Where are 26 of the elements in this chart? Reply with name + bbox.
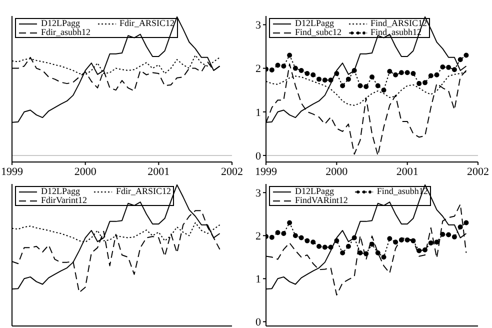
x-tick-label: 2000 <box>74 166 97 178</box>
legend-label: Fdir_ARSIC12 <box>120 18 175 28</box>
x-tick-label: 1999 <box>255 166 278 178</box>
x-tick-label: 2002 <box>221 166 243 178</box>
x-tick-label: 2001 <box>396 166 418 178</box>
y-tick-label: 1 <box>256 106 261 119</box>
y-tick-label: 2 <box>256 63 261 76</box>
y-tick-label: 2 <box>256 230 261 243</box>
legend-label: Fdir_asubh12 <box>41 27 90 37</box>
y-tick-label: 3 <box>256 20 262 32</box>
x-tick-label: 1999 <box>1 166 24 178</box>
x-tick-label: 2000 <box>326 166 348 178</box>
legend-label: D12LPagg <box>295 186 334 196</box>
x-tick-label: 2001 <box>148 166 170 178</box>
y-tick-label: 0 <box>256 316 262 328</box>
legend-label: Fdir_ARSIC12 <box>116 186 172 196</box>
legend-label: FdirVarint12 <box>41 195 87 205</box>
y-tick-label: 3 <box>256 188 262 200</box>
legend-label: Find_subc12 <box>295 27 342 37</box>
legend-label: D12LPagg <box>295 18 334 28</box>
legend-label: D12LPagg <box>41 186 80 196</box>
y-tick-label: 0 <box>256 150 262 162</box>
legend-label: FindVARint12 <box>295 195 348 205</box>
x-tick-label: 2002 <box>467 166 489 178</box>
y-tick-label: 1 <box>256 274 261 286</box>
legend-label: D12LPagg <box>41 18 80 28</box>
